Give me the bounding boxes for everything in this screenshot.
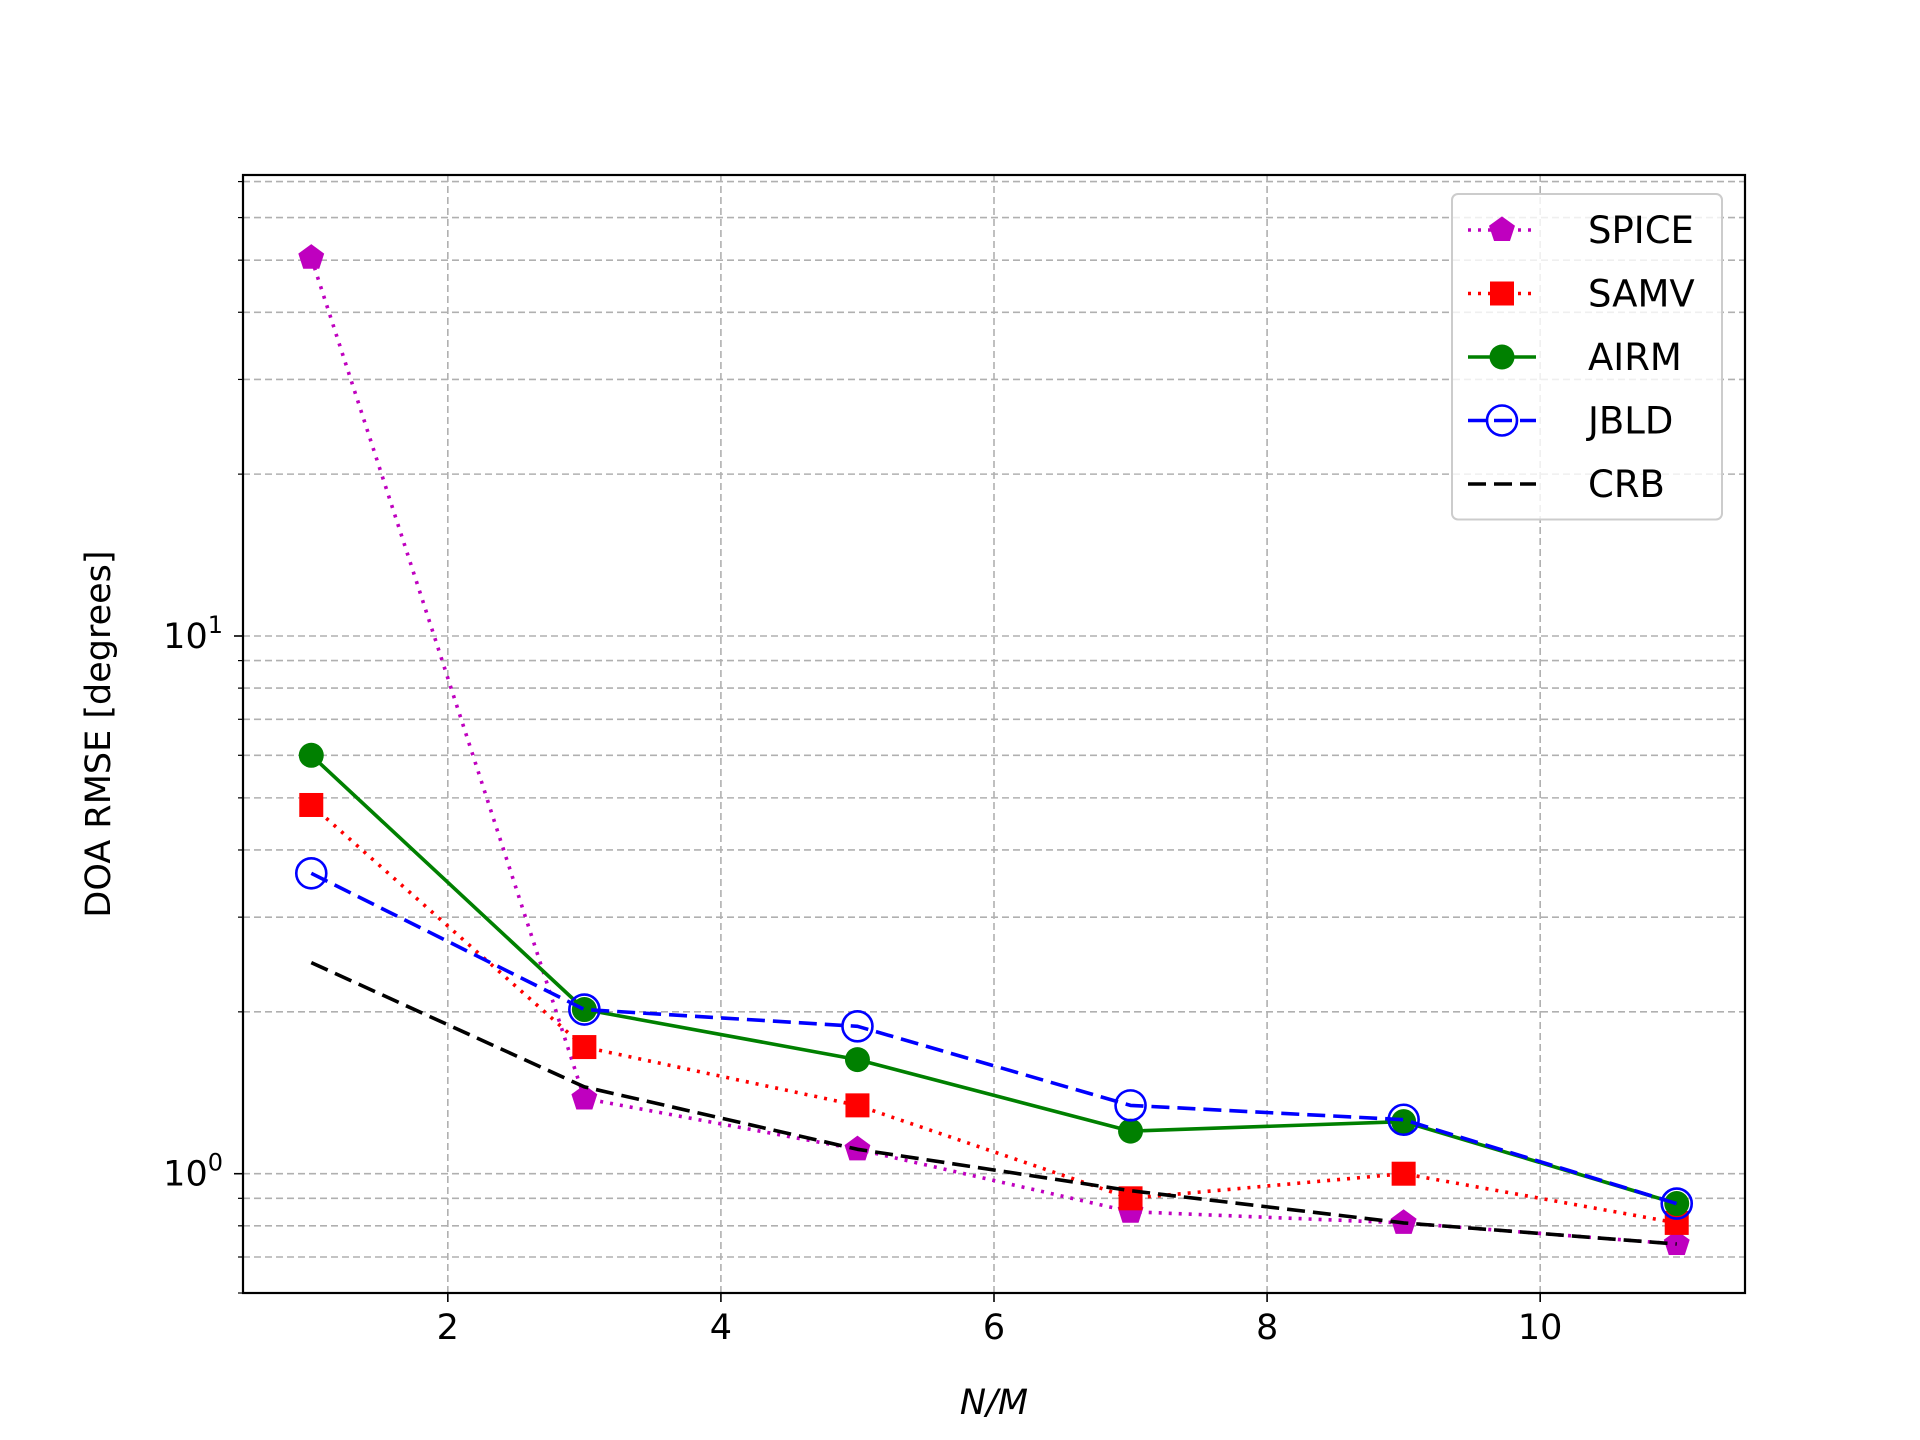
airm-point <box>844 1047 870 1073</box>
series-layer <box>294 244 1694 1255</box>
series-crb <box>310 960 1677 1246</box>
legend-entry-samv: SAMV <box>1468 273 1695 316</box>
legend-marker-jbld <box>1485 404 1519 437</box>
x-axis-label: N/M <box>960 1383 1028 1423</box>
jbld-point <box>568 993 601 1026</box>
spice-point <box>571 1084 598 1110</box>
jbld-point <box>1114 1089 1147 1122</box>
airm-point <box>1391 1109 1417 1135</box>
legend-entry-airm: AIRM <box>1468 336 1682 379</box>
axis-ticks: 2 4 6 8 10 100 101 <box>163 180 1563 1348</box>
legend-entry-crb: CRB <box>1468 463 1665 506</box>
y-axis-label: DOA RMSE [degrees] <box>79 550 119 917</box>
jbld-point <box>841 1009 874 1043</box>
legend-label-crb: CRB <box>1588 463 1665 506</box>
legend-marker-samv <box>1490 281 1514 306</box>
jbld-line <box>310 871 1678 1206</box>
legend-label-samv: SAMV <box>1588 273 1695 316</box>
jbld-point <box>1387 1103 1420 1137</box>
samv-point <box>845 1093 870 1118</box>
airm-point <box>571 997 597 1023</box>
samv-point <box>299 792 324 817</box>
legend-entry-spice: SPICE <box>1468 209 1694 252</box>
series-samv <box>299 792 1689 1235</box>
y-tick-label: 101 <box>163 611 223 657</box>
samv-point <box>572 1035 597 1060</box>
y-tick-label: 100 <box>163 1149 223 1195</box>
samv-point <box>1391 1161 1416 1186</box>
x-tick-label: 8 <box>1256 1308 1278 1348</box>
legend-entry-jbld: JBLD <box>1468 400 1673 443</box>
legend-marker-spice <box>1489 216 1515 241</box>
airm-point <box>1118 1118 1144 1144</box>
airm-point <box>1664 1191 1690 1217</box>
legend-label-jbld: JBLD <box>1586 400 1673 443</box>
spice-point <box>298 244 325 269</box>
x-tick-label: 2 <box>437 1308 459 1348</box>
jbld-point <box>294 856 328 890</box>
legend: SPICE SAMV AIRM JBLD CRB <box>1451 193 1723 521</box>
x-tick-label: 6 <box>983 1308 1005 1348</box>
series-jbld <box>294 856 1694 1220</box>
legend-label-spice: SPICE <box>1588 209 1694 252</box>
legend-marker-airm <box>1489 344 1515 370</box>
crb-line <box>310 960 1677 1246</box>
airm-point <box>298 742 324 768</box>
x-tick-label: 10 <box>1518 1308 1563 1348</box>
x-tick-label: 4 <box>710 1308 732 1348</box>
legend-label-airm: AIRM <box>1588 336 1682 379</box>
jbld-point <box>1660 1187 1694 1220</box>
legend-box <box>1451 193 1723 521</box>
